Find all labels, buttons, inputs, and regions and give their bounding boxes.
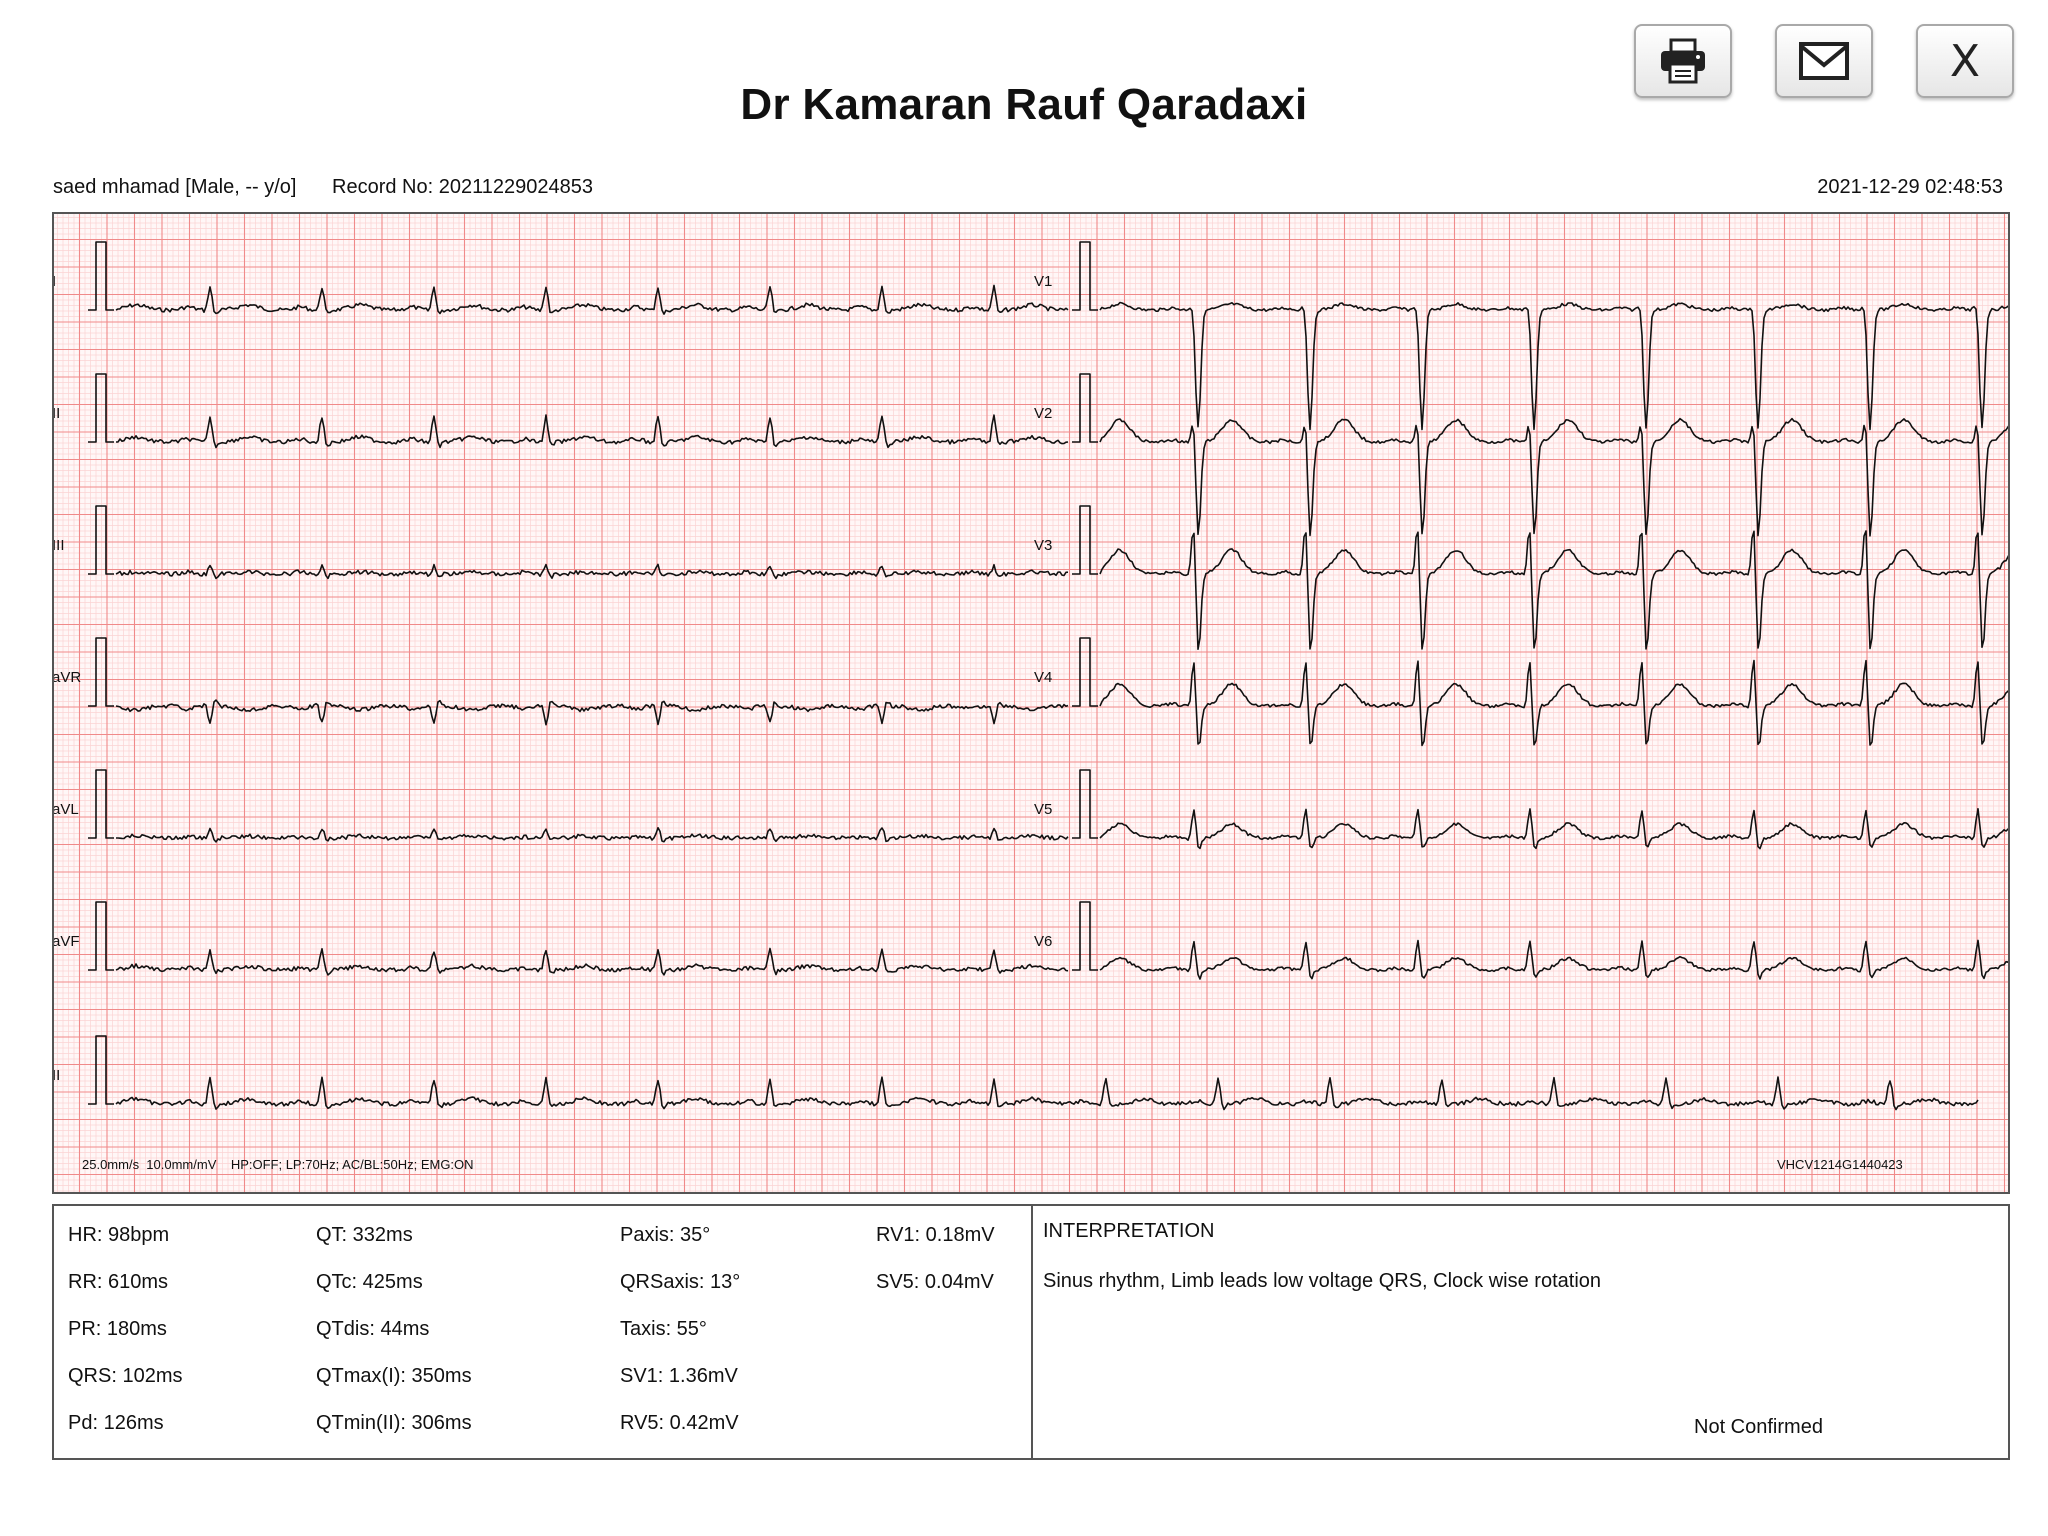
email-button[interactable]: [1775, 24, 1873, 98]
measurement-col1-4: Pd: 126ms: [68, 1412, 164, 1434]
record-number: Record No: 20211229024853: [332, 176, 593, 198]
panel-divider: [1031, 1206, 1033, 1458]
lead-label-left-0: I: [52, 273, 56, 290]
printer-icon: [1661, 38, 1705, 84]
ecg-settings: 25.0mm/s 10.0mm/mV HP:OFF; LP:70Hz; AC/B…: [82, 1157, 474, 1172]
lead-label-right-4: V5: [1034, 801, 1052, 818]
trace-rhythm: [88, 1035, 1979, 1111]
grid-minor-lines: [52, 212, 2010, 1194]
lead-label-right-5: V6: [1034, 933, 1052, 950]
measurement-col3-4: RV5: 0.42mV: [620, 1412, 739, 1434]
trace-left-5: [88, 901, 1069, 976]
measurement-col2-3: QTmax(I): 350ms: [316, 1365, 472, 1387]
lead-label-left-3: aVR: [52, 669, 81, 686]
lead-label-right-1: V2: [1034, 405, 1052, 422]
measurement-col3-1: QRSaxis: 13°: [620, 1271, 741, 1293]
trace-right-1: [1072, 373, 2010, 537]
measurement-col1-0: HR: 98bpm: [68, 1224, 170, 1246]
measurement-col3-3: SV1: 1.36mV: [620, 1365, 738, 1387]
close-button[interactable]: X: [1916, 24, 2014, 98]
trace-left-4: [88, 769, 1069, 843]
measurements-panel: HR: 98bpm RR: 610ms PR: 180ms QRS: 102ms Pd:…: [52, 1204, 2010, 1460]
lead-label-left-4: aVL: [52, 801, 79, 818]
trace-left-1: [88, 373, 1069, 449]
measurement-col1-3: QRS: 102ms: [68, 1365, 183, 1387]
trace-right-5: [1072, 901, 2010, 980]
envelope-icon: [1799, 42, 1849, 80]
lead-label-left-2: III: [52, 537, 65, 554]
lead-label-left-1: II: [52, 405, 60, 422]
print-button[interactable]: [1634, 24, 1732, 98]
measurement-col2-0: QT: 332ms: [316, 1224, 413, 1246]
trace-left-2: [88, 505, 1069, 580]
confirmation-status: Not Confirmed: [1694, 1416, 1823, 1438]
measurement-col1-1: RR: 610ms: [68, 1271, 169, 1293]
ecg-grid: I V1 II V2 III V3 aVR V4 aVL V5 aVF V6 II 25.0mm/s 1…: [52, 212, 2010, 1194]
lead-label-right-3: V4: [1034, 669, 1052, 686]
measurement-col3-2: Taxis: 55°: [620, 1318, 707, 1340]
device-id: VHCV1214G1440423: [1777, 1157, 1903, 1172]
measurement-col2-2: QTdis: 44ms: [316, 1318, 430, 1340]
measurement-col3-0: Paxis: 35°: [620, 1224, 711, 1246]
lead-label-right-2: V3: [1034, 537, 1052, 554]
close-icon: X: [1949, 35, 1981, 87]
trace-right-2: [1072, 505, 2010, 650]
record-datetime: 2021-12-29 02:48:53: [1817, 176, 2003, 198]
lead-label-right-0: V1: [1034, 273, 1052, 290]
trace-right-4: [1072, 769, 2010, 850]
interpretation-text: Sinus rhythm, Limb leads low voltage QRS…: [1043, 1270, 1602, 1292]
measurement-col1-2: PR: 180ms: [68, 1318, 167, 1340]
lead-label-rhythm: II: [52, 1067, 60, 1084]
lead-label-left-5: aVF: [52, 933, 80, 950]
measurement-col4-1: SV5: 0.04mV: [876, 1271, 994, 1293]
measurement-col4-0: RV1: 0.18mV: [876, 1224, 995, 1246]
measurement-col2-4: QTmin(II): 306ms: [316, 1412, 472, 1434]
trace-left-3: [88, 637, 1069, 726]
patient-info: saed mhamad [Male, -- y/o]: [53, 176, 297, 198]
interpretation-heading: INTERPRETATION: [1043, 1220, 1215, 1242]
trace-left-0: [88, 241, 1069, 315]
trace-right-3: [1072, 637, 2010, 747]
grid-major-lines: [52, 212, 2010, 1194]
page-title: Dr Kamaran Rauf Qaradaxi: [740, 80, 1308, 129]
measurement-col2-1: QTc: 425ms: [316, 1271, 423, 1293]
trace-right-0: [1072, 241, 2010, 431]
